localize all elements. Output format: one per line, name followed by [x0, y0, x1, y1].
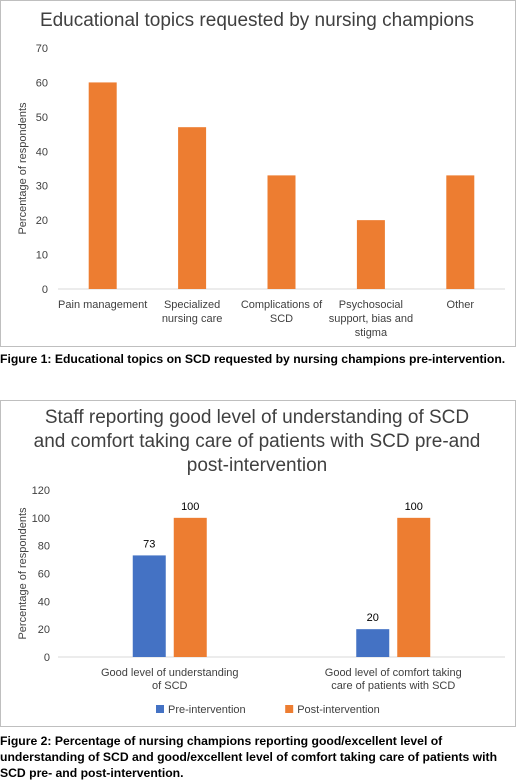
category-label: Good level of understanding	[101, 667, 239, 679]
category-label: stigma	[355, 327, 388, 339]
y-tick-label: 20	[38, 624, 50, 636]
figure-1-caption: Figure 1: Educational topics on SCD requ…	[0, 352, 506, 366]
y-tick-label: 0	[42, 284, 48, 296]
bar	[446, 175, 475, 289]
y-tick-label: 70	[36, 43, 48, 55]
category-label: care of patients with SCD	[331, 680, 455, 692]
category-label: nursing care	[162, 313, 223, 325]
bar	[178, 127, 207, 289]
bar-post	[397, 517, 431, 657]
bar-post	[173, 517, 207, 657]
y-tick-label: 50	[36, 112, 48, 124]
legend-label: Post-intervention	[297, 704, 380, 716]
data-label: 100	[181, 501, 199, 513]
chart-2-title: Staff reporting good level of understand…	[0, 406, 514, 478]
legend-swatch	[156, 705, 164, 713]
data-label: 73	[143, 538, 155, 550]
category-label: Specialized	[164, 299, 220, 311]
category-label: SCD	[270, 313, 293, 325]
figure-2-caption: Figure 2: Percentage of nursing champion…	[0, 734, 498, 780]
y-tick-label: 40	[38, 596, 50, 608]
y-tick-label: 60	[38, 569, 50, 581]
category-label: support, bias and	[329, 313, 413, 325]
y-tick-label: 80	[38, 541, 50, 553]
data-label: 100	[405, 501, 423, 513]
bar	[88, 82, 117, 289]
bar	[267, 175, 296, 289]
y-tick-label: 60	[36, 77, 48, 89]
bar-pre	[132, 555, 166, 657]
chart-1-title: Educational topics requested by nursing …	[39, 10, 475, 31]
y-tick-label: 40	[36, 146, 48, 158]
y-tick-label: 30	[36, 181, 48, 193]
y-tick-label: 20	[36, 215, 48, 227]
y-tick-label: 120	[32, 485, 50, 497]
category-label: of SCD	[152, 680, 188, 692]
y-tick-label: 10	[36, 250, 48, 262]
chart-2-title-line-1: Staff reporting good level of understand…	[44, 407, 470, 428]
data-label: 20	[367, 612, 379, 624]
category-label: Good level of comfort taking	[325, 667, 462, 679]
legend-swatch	[285, 705, 294, 713]
chart-2-title-line-3: post-intervention	[186, 455, 328, 476]
y-tick-label: 0	[44, 652, 50, 664]
figure-2: Staff reporting good level of understand…	[0, 400, 520, 780]
category-label: Pain management	[58, 299, 147, 311]
figure-1: Educational topics requested by nursing …	[0, 0, 520, 380]
bar	[356, 220, 385, 289]
category-label: Complications of	[241, 299, 323, 311]
legend-label: Pre-intervention	[168, 704, 246, 716]
y-tick-label: 100	[32, 513, 50, 525]
y-axis-label: Percentage of respondents	[17, 102, 29, 235]
category-label: Psychosocial	[339, 299, 403, 311]
y-axis-label: Percentage of respondents	[17, 507, 29, 640]
category-label: Other	[447, 299, 475, 311]
chart-2-title-line-2: and comfort taking care of patients with…	[33, 431, 481, 452]
chart-1: 0 10 20 30 40 50 60 70 Percentage of respondents…	[17, 43, 505, 339]
bar-pre	[356, 629, 390, 657]
